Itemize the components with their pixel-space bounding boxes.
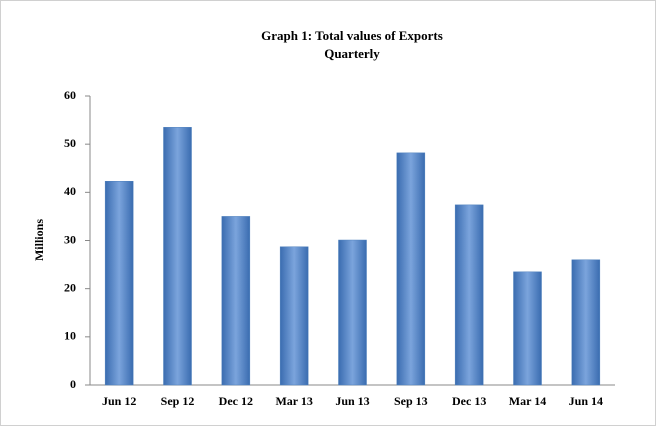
y-tick-label: 40 [64, 184, 76, 198]
bar [513, 271, 542, 386]
bar [221, 216, 251, 386]
bar [104, 181, 134, 386]
x-tick-label: Jun 14 [569, 394, 603, 408]
x-tick-label: Mar 14 [509, 394, 546, 408]
y-tick-label: 30 [64, 232, 76, 246]
x-tick-label: Jun 13 [335, 394, 369, 408]
bar [571, 259, 601, 386]
y-tick-label: 10 [64, 329, 76, 343]
x-tick-label: Jun 12 [102, 394, 136, 408]
x-tick-label: Mar 13 [275, 394, 312, 408]
y-tick-label: 50 [64, 136, 76, 150]
x-tick-label: Dec 13 [452, 394, 486, 408]
x-tick-label: Sep 12 [161, 394, 195, 408]
bar [279, 246, 309, 386]
x-tick-label: Dec 12 [219, 394, 253, 408]
y-tick-label: 0 [70, 377, 76, 391]
bar [163, 127, 192, 386]
x-tick-label: Sep 13 [394, 394, 428, 408]
chart-title: Graph 1: Total values of Exports [261, 28, 443, 43]
bar [338, 239, 367, 386]
bar [454, 204, 484, 386]
bar [396, 152, 426, 386]
y-tick-label: 60 [64, 88, 76, 102]
y-axis-label: Millions [32, 219, 46, 261]
chart-subtitle: Quarterly [324, 46, 380, 61]
y-tick-label: 20 [64, 280, 76, 294]
